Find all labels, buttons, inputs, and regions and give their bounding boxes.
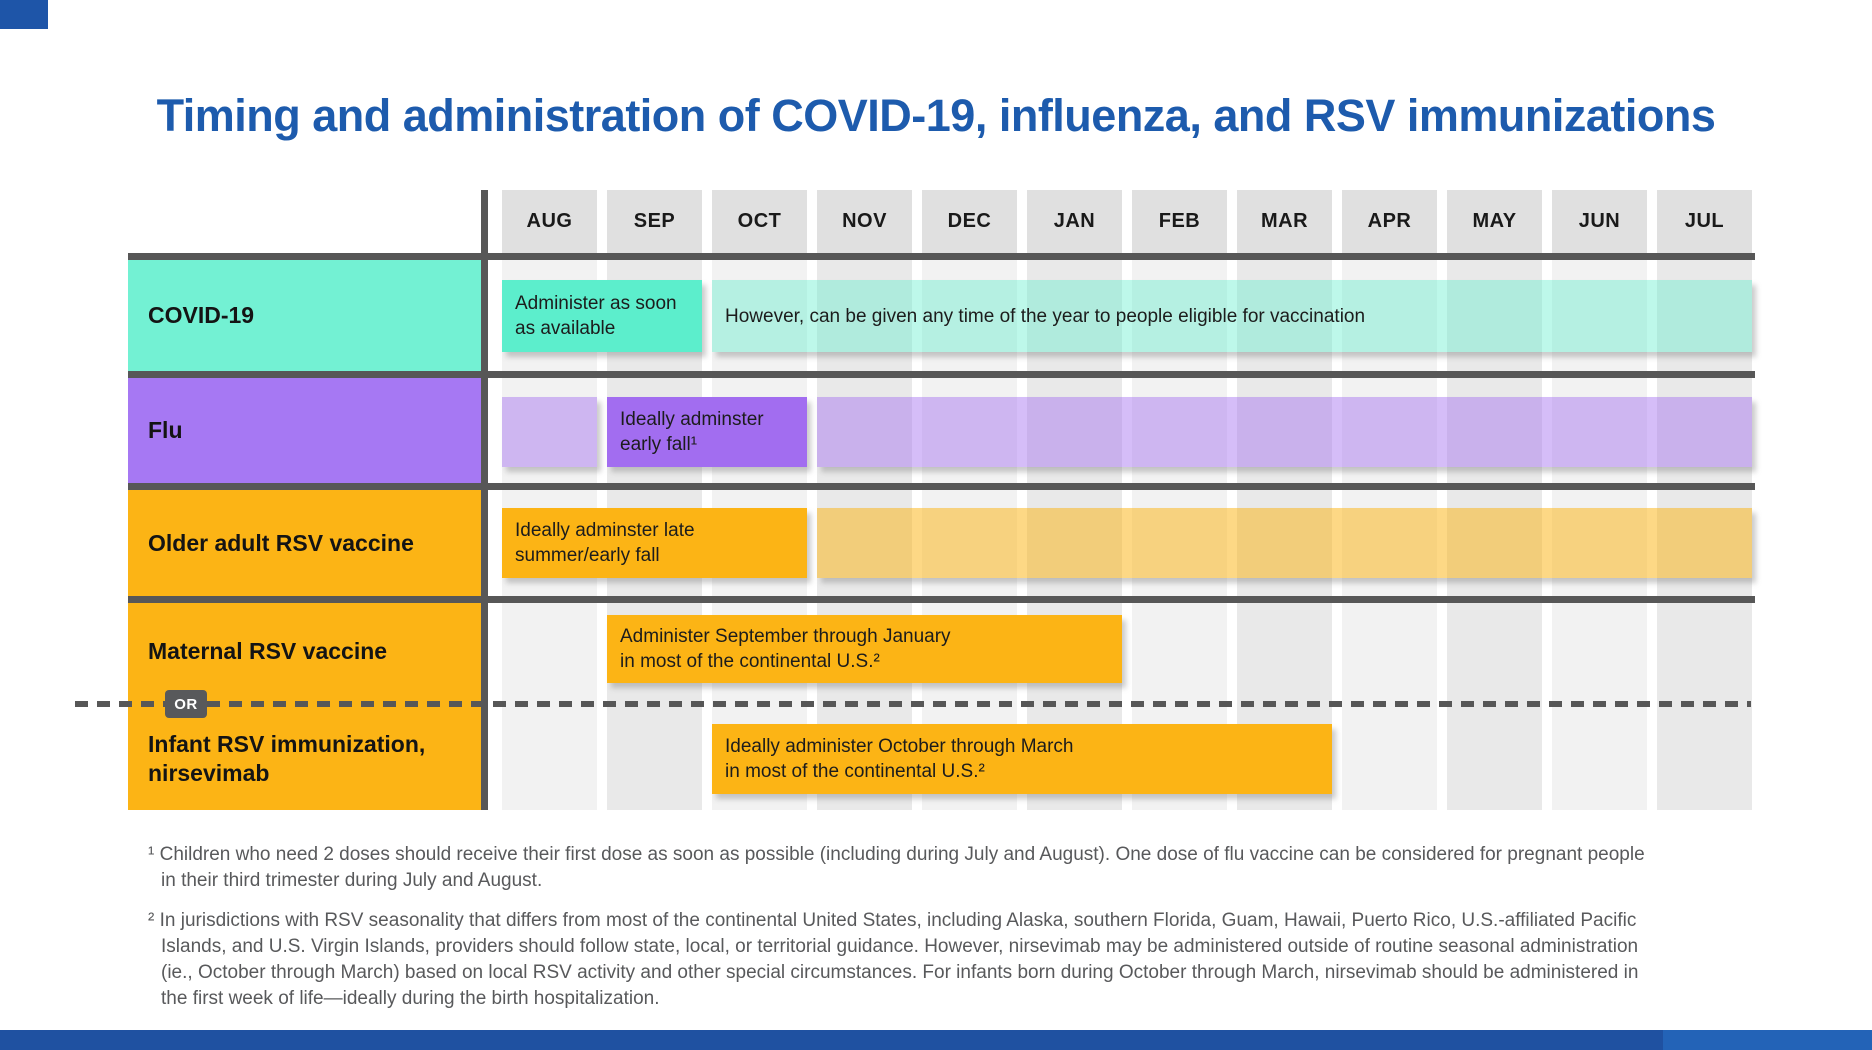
timeline-bar [502,397,597,467]
month-header-dec: DEC [922,190,1017,253]
footer-bar-right [1663,1030,1872,1050]
bar-label: However, can be given any time of the ye… [725,305,1366,327]
timeline-bar: Administer as soon as available [502,280,702,352]
immunization-timeline-chart: AUG SEP OCT NOV DEC JAN FEB MAR APR MAY JUN JUL COVI… [128,190,1755,810]
timeline-bar: However, can be given any time of the ye… [712,280,1752,352]
row-label-block [128,490,481,596]
bar-label: Ideally adminster late summer/early fall [515,520,695,566]
bar-label: Ideally administer October through March… [725,736,1074,782]
row-separator [128,371,1755,378]
month-header-apr: APR [1342,190,1437,253]
timeline-bar [817,508,1752,578]
month-header-sep: SEP [607,190,702,253]
footnotes: ¹ Children who need 2 doses should recei… [148,842,1748,1026]
bar-label: Ideally adminster early fall¹ [620,409,764,455]
or-badge: OR [165,690,207,718]
bar-label: Administer September through January in m… [620,626,951,672]
row-separator [128,253,1755,260]
timeline-bar: Ideally administer October through March… [712,724,1332,794]
row-separator [128,596,1755,603]
month-header-aug: AUG [502,190,597,253]
month-header-may: MAY [1447,190,1542,253]
bar-label: Administer as soon as available [515,293,677,339]
row-label-3: Maternal RSV vaccine [148,638,388,664]
corner-accent [0,0,48,29]
axis-divider-line [481,190,488,810]
row-label-block [128,260,481,371]
month-header-jun: JUN [1552,190,1647,253]
timeline-bar: Ideally adminster late summer/early fall [502,508,807,578]
row-label-4: Infant RSV immunization, nirsevimab [148,730,426,786]
footnote-2: ² In jurisdictions with RSV seasonality … [148,910,1639,1009]
month-header-jan: JAN [1027,190,1122,253]
month-header-oct: OCT [712,190,807,253]
page-title: Timing and administration of COVID-19, i… [156,90,1716,142]
timeline-bar: Administer September through January in m… [607,615,1122,683]
or-divider-line [75,701,1751,707]
timeline-bar: Ideally adminster early fall¹ [607,397,807,467]
month-header-jul: JUL [1657,190,1752,253]
month-header-feb: FEB [1132,190,1227,253]
row-separator [128,483,1755,490]
footer-bar-left [0,1030,1663,1050]
footnote-1: ¹ Children who need 2 doses should recei… [148,844,1645,891]
month-header-nov: NOV [817,190,912,253]
month-header-mar: MAR [1237,190,1332,253]
row-label-1: Flu [148,417,183,443]
row-label-block [128,378,481,483]
row-label-2: Older adult RSV vaccine [148,529,414,556]
row-label-0: COVID-19 [148,302,255,328]
timeline-bar [817,397,1752,467]
